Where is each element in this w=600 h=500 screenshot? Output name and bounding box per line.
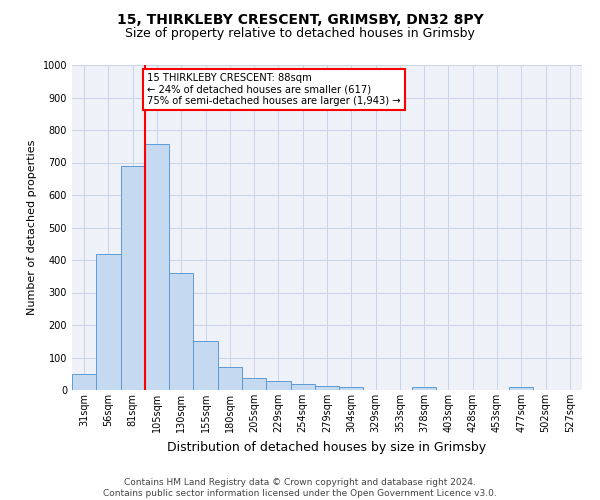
Bar: [72, 374, 96, 390]
Y-axis label: Number of detached properties: Number of detached properties: [27, 140, 37, 315]
Bar: [96, 254, 121, 390]
Bar: [242, 378, 266, 390]
Text: 15 THIRKLEBY CRESCENT: 88sqm
← 24% of detached houses are smaller (617)
75% of s: 15 THIRKLEBY CRESCENT: 88sqm ← 24% of de…: [147, 73, 401, 106]
Bar: [339, 388, 364, 390]
Bar: [121, 166, 145, 390]
Bar: [145, 144, 169, 390]
Bar: [266, 381, 290, 390]
Bar: [193, 341, 218, 390]
Text: Contains HM Land Registry data © Crown copyright and database right 2024.
Contai: Contains HM Land Registry data © Crown c…: [103, 478, 497, 498]
Bar: [218, 367, 242, 390]
Bar: [509, 388, 533, 390]
Text: Size of property relative to detached houses in Grimsby: Size of property relative to detached ho…: [125, 28, 475, 40]
Bar: [169, 273, 193, 390]
Bar: [290, 384, 315, 390]
Bar: [412, 388, 436, 390]
Text: 15, THIRKLEBY CRESCENT, GRIMSBY, DN32 8PY: 15, THIRKLEBY CRESCENT, GRIMSBY, DN32 8P…: [116, 12, 484, 26]
X-axis label: Distribution of detached houses by size in Grimsby: Distribution of detached houses by size …: [167, 440, 487, 454]
Bar: [315, 386, 339, 390]
